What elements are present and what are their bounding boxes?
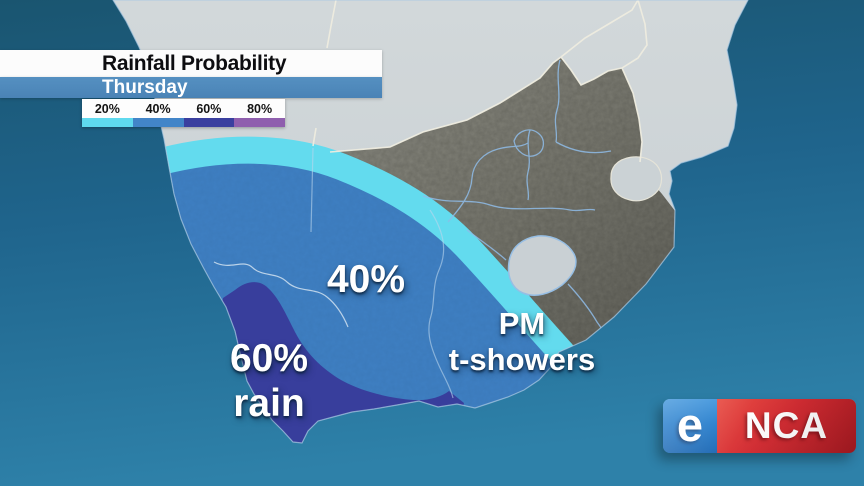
label-60-percent-rain: 60% rain: [204, 336, 334, 426]
enca-logo-red-panel: NCA: [717, 399, 856, 453]
province-borders-over-rain: [310, 147, 454, 399]
province-border-wc: [213, 261, 349, 328]
legend-swatch-60: [183, 118, 235, 127]
legend-label-60: 60%: [196, 102, 222, 116]
coastline: [112, 0, 749, 444]
swaziland-enclave: [610, 156, 663, 202]
probability-legend: 20% 40% 60% 80%: [82, 99, 285, 127]
label-60-line2: rain: [233, 382, 305, 425]
page-title: Rainfall Probability: [102, 51, 287, 75]
legend-swatches: [82, 118, 285, 127]
enca-logo-e: e: [676, 399, 704, 451]
label-60-line1: 60%: [229, 337, 309, 380]
title-bar: Rainfall Probability: [0, 50, 382, 77]
legend-label-80: 80%: [247, 102, 273, 116]
country-borders: [312, 0, 648, 163]
legend-label-20: 20%: [94, 102, 120, 116]
legend-swatch-40: [132, 118, 184, 127]
province-borders: [422, 59, 612, 337]
legend-labels: 20% 40% 60% 80%: [82, 99, 285, 118]
rain-20-band: [134, 136, 576, 367]
south-africa-dry-region: [330, 57, 700, 352]
enca-logo: e NCA: [663, 399, 856, 453]
enca-logo-blue-panel: e: [663, 399, 717, 453]
legend-swatch-80: [234, 118, 285, 127]
enca-logo-nca: NCA: [744, 405, 829, 446]
rain-60-region: [206, 282, 464, 443]
label-40-percent: 40%: [326, 258, 406, 301]
label-pm-t-showers: PM t-showers: [438, 306, 606, 378]
lesotho-enclave: [507, 235, 577, 296]
label-pm-line1: PM: [498, 306, 546, 341]
legend-label-40: 40%: [145, 102, 171, 116]
day-bar: Thursday: [0, 77, 382, 98]
label-pm-line2: t-showers: [448, 342, 596, 377]
legend-swatch-20: [82, 118, 133, 127]
forecast-day: Thursday: [102, 76, 188, 98]
